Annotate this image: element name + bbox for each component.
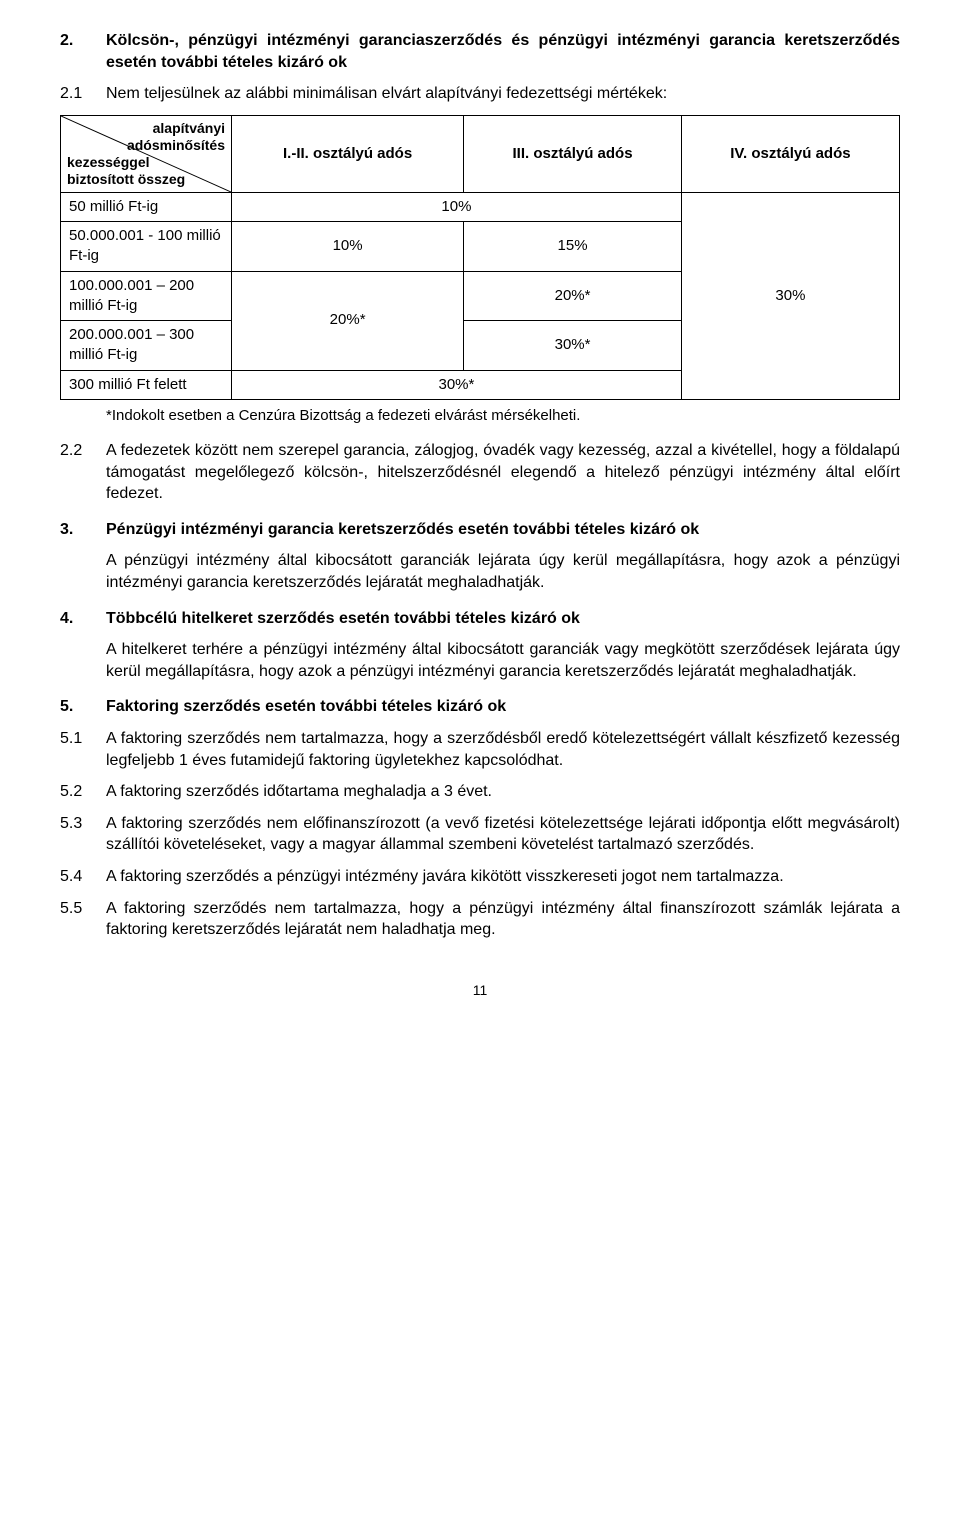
section-5-heading: 5. Faktoring szerződés esetén további té…	[60, 696, 900, 718]
row-2-label: 50.000.001 - 100 millió Ft-ig	[61, 222, 232, 272]
section-4-num: 4.	[60, 608, 106, 630]
section-2-title: Kölcsön-, pénzügyi intézményi garanciasz…	[106, 30, 900, 73]
section-2-1-text: Nem teljesülnek az alábbi minimálisan el…	[106, 83, 900, 105]
section-5-4-num: 5.4	[60, 866, 106, 888]
row-4-v2: 30%*	[464, 321, 682, 371]
section-3-heading: 3. Pénzügyi intézményi garancia keretsze…	[60, 519, 900, 541]
section-5-title: Faktoring szerződés esetén további tétel…	[106, 696, 900, 718]
row-1-value: 10%	[232, 192, 682, 221]
section-5-4: 5.4 A faktoring szerződés a pénzügyi int…	[60, 866, 900, 888]
section-5-2-text: A faktoring szerződés időtartama meghala…	[106, 781, 900, 803]
row-2-v2: 15%	[464, 222, 682, 272]
table-footnote: *Indokolt esetben a Cenzúra Bizottság a …	[106, 406, 900, 426]
table-diag-header: alapítványi adósminősítés kezességgel bi…	[61, 115, 232, 192]
row-4-label: 200.000.001 – 300 millió Ft-ig	[61, 321, 232, 371]
diag-bottom-label: kezességgel biztosított összeg	[67, 154, 185, 188]
row-2-v1: 10%	[232, 222, 464, 272]
section-2-1: 2.1 Nem teljesülnek az alábbi minimálisa…	[60, 83, 900, 105]
section-4-body: A hitelkeret terhére a pénzügyi intézmén…	[106, 639, 900, 682]
section-2-heading: 2. Kölcsön-, pénzügyi intézményi garanci…	[60, 30, 900, 73]
section-5-3-text: A faktoring szerződés nem előfinanszíroz…	[106, 813, 900, 856]
col-1-header: I.-II. osztályú adós	[232, 115, 464, 192]
section-5-1-text: A faktoring szerződés nem tartalmazza, h…	[106, 728, 900, 771]
coverage-table: alapítványi adósminősítés kezességgel bi…	[60, 115, 900, 400]
section-3-body: A pénzügyi intézmény által kibocsátott g…	[106, 550, 900, 593]
col-3-merged-value: 30%	[681, 192, 899, 399]
section-4-heading: 4. Többcélú hitelkeret szerződés esetén …	[60, 608, 900, 630]
row-5-value: 30%*	[232, 370, 682, 399]
section-2-1-num: 2.1	[60, 83, 106, 105]
section-5-5-num: 5.5	[60, 898, 106, 941]
section-2-2-num: 2.2	[60, 440, 106, 505]
row-5-label: 300 millió Ft felett	[61, 370, 232, 399]
section-2-2-text: A fedezetek között nem szerepel garancia…	[106, 440, 900, 505]
section-5-3-num: 5.3	[60, 813, 106, 856]
row-3-4-v1: 20%*	[232, 271, 464, 370]
col-3-header: IV. osztályú adós	[681, 115, 899, 192]
section-5-5-text: A faktoring szerződés nem tartalmazza, h…	[106, 898, 900, 941]
section-2-2: 2.2 A fedezetek között nem szerepel gara…	[60, 440, 900, 505]
page-number: 11	[60, 981, 900, 1000]
row-3-v2: 20%*	[464, 271, 682, 321]
section-5-1-num: 5.1	[60, 728, 106, 771]
section-3-num: 3.	[60, 519, 106, 541]
section-4-title: Többcélú hitelkeret szerződés esetén tov…	[106, 608, 900, 630]
row-1-label: 50 millió Ft-ig	[61, 192, 232, 221]
section-5-4-text: A faktoring szerződés a pénzügyi intézmé…	[106, 866, 900, 888]
col-2-header: III. osztályú adós	[464, 115, 682, 192]
section-2-num: 2.	[60, 30, 106, 73]
section-5-3: 5.3 A faktoring szerződés nem előfinansz…	[60, 813, 900, 856]
row-3-label: 100.000.001 – 200 millió Ft-ig	[61, 271, 232, 321]
section-5-5: 5.5 A faktoring szerződés nem tartalmazz…	[60, 898, 900, 941]
diag-top-label: alapítványi adósminősítés	[127, 120, 225, 154]
section-5-1: 5.1 A faktoring szerződés nem tartalmazz…	[60, 728, 900, 771]
section-5-num: 5.	[60, 696, 106, 718]
section-3-title: Pénzügyi intézményi garancia keretszerző…	[106, 519, 900, 541]
section-5-2: 5.2 A faktoring szerződés időtartama meg…	[60, 781, 900, 803]
section-5-2-num: 5.2	[60, 781, 106, 803]
